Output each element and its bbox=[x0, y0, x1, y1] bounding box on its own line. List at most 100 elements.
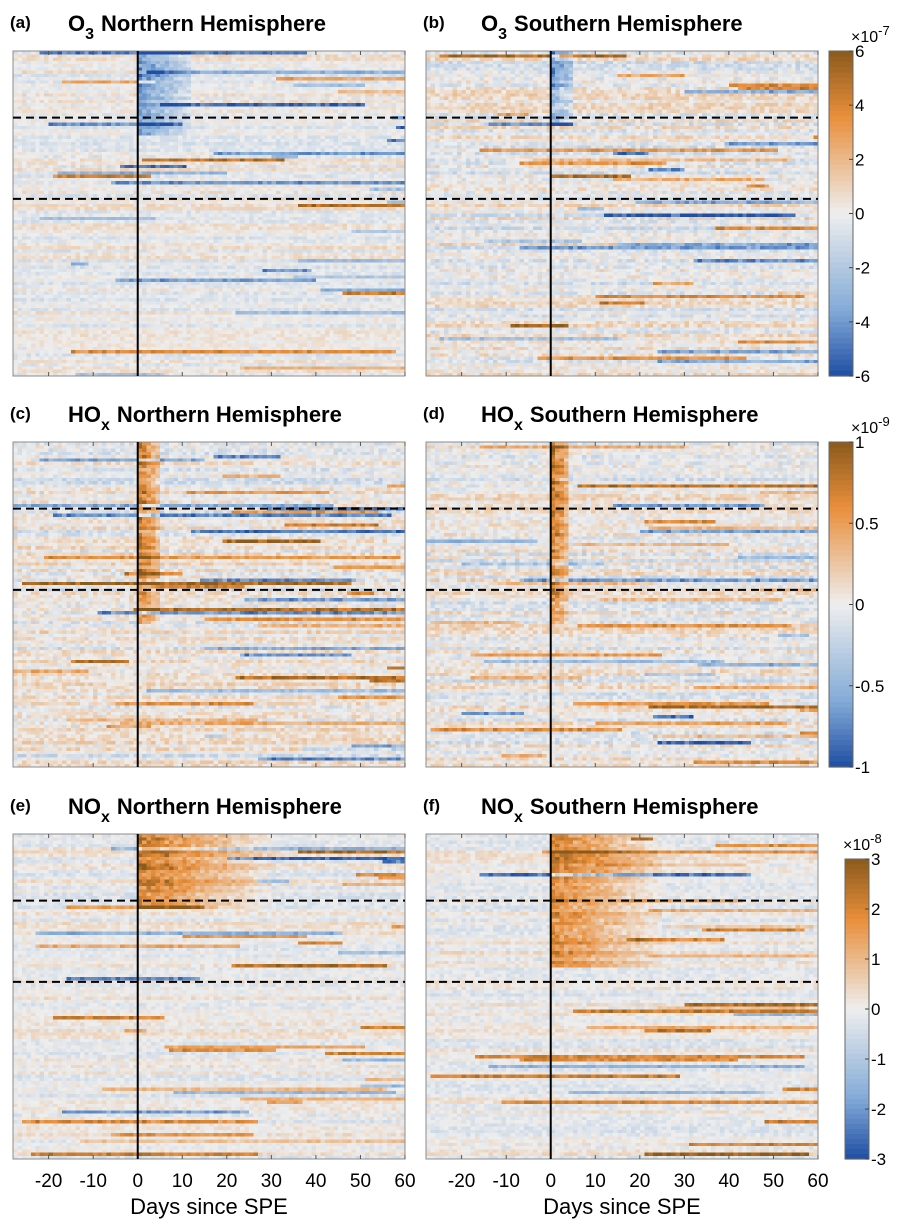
colorbar-swatch bbox=[829, 615, 853, 622]
panel-letter: (a) bbox=[10, 13, 31, 32]
colorbar-swatch bbox=[829, 143, 853, 150]
panel-title: NOx Southern Hemisphere bbox=[481, 794, 759, 826]
colorbar-swatch bbox=[845, 1154, 869, 1160]
colorbar-tick-label: -0.5 bbox=[855, 677, 884, 696]
colorbar-swatch bbox=[845, 1079, 869, 1085]
colorbar-swatch bbox=[829, 642, 853, 649]
colorbar-swatch bbox=[829, 458, 853, 465]
colorbar-exponent-base: ×10 bbox=[843, 837, 870, 854]
colorbar-swatch bbox=[829, 761, 853, 768]
panel-title: HOx Northern Hemisphere bbox=[68, 402, 342, 434]
colorbar-swatch bbox=[829, 528, 853, 535]
colorbar-swatch bbox=[845, 864, 869, 870]
colorbar-tick-label: -2 bbox=[855, 259, 870, 278]
colorbar-swatch bbox=[829, 685, 853, 692]
colorbar-swatch bbox=[829, 723, 853, 730]
colorbar-swatch bbox=[845, 939, 869, 945]
colorbar-swatch bbox=[829, 680, 853, 687]
colorbar-swatch bbox=[829, 116, 853, 123]
colorbar-exponent-base: ×10 bbox=[851, 420, 878, 437]
colorbar-swatch bbox=[829, 300, 853, 307]
colorbar-exponent-power: -8 bbox=[870, 831, 882, 846]
colorbar-swatch bbox=[829, 348, 853, 355]
colorbar-swatch bbox=[829, 121, 853, 128]
colorbar-swatch bbox=[829, 56, 853, 63]
colorbar-swatch bbox=[829, 240, 853, 247]
colorbar-swatch bbox=[829, 88, 853, 95]
x-tick-label: 50 bbox=[350, 1171, 371, 1192]
x-tick-label: -20 bbox=[35, 1171, 62, 1192]
x-tick-label: 10 bbox=[172, 1171, 193, 1192]
colorbar-swatch bbox=[829, 289, 853, 296]
colorbar-swatch bbox=[829, 126, 853, 133]
colorbar-swatch bbox=[845, 884, 869, 890]
colorbar-swatch bbox=[829, 626, 853, 633]
colorbar-swatch bbox=[845, 1024, 869, 1030]
colorbar-tick-label: 0 bbox=[871, 1000, 880, 1019]
colorbar-swatch bbox=[829, 229, 853, 236]
colorbar-exponent: ×10-8 bbox=[843, 831, 882, 854]
colorbar-swatch bbox=[829, 78, 853, 85]
colorbar-swatch bbox=[829, 208, 853, 215]
colorbar-swatch bbox=[829, 599, 853, 606]
colorbar-swatch bbox=[845, 984, 869, 990]
x-tick-label: 50 bbox=[763, 1171, 784, 1192]
plot-frame bbox=[425, 441, 819, 768]
colorbar-swatch bbox=[829, 72, 853, 79]
colorbar-tick-label: 0 bbox=[855, 596, 864, 615]
colorbar-swatch bbox=[845, 909, 869, 915]
colorbar-swatch bbox=[829, 316, 853, 323]
colorbar-swatch bbox=[829, 61, 853, 68]
colorbar-swatch bbox=[829, 105, 853, 112]
colorbar-swatch bbox=[829, 664, 853, 671]
colorbar-swatch bbox=[829, 262, 853, 269]
colorbar-swatch bbox=[845, 1014, 869, 1020]
title-species-subscript: 3 bbox=[85, 26, 94, 43]
colorbar-swatch bbox=[845, 914, 869, 920]
colorbar-swatch bbox=[845, 1094, 869, 1100]
colorbar-swatch bbox=[829, 191, 853, 198]
colorbar-swatch bbox=[829, 267, 853, 274]
plot-frame bbox=[425, 833, 819, 1160]
colorbar-swatch bbox=[845, 1019, 869, 1025]
colorbar-swatch bbox=[845, 899, 869, 905]
colorbar-swatch bbox=[829, 148, 853, 155]
colorbar-swatch bbox=[829, 354, 853, 361]
colorbar-exponent-power: -7 bbox=[878, 23, 890, 38]
panel-title: HOx Southern Hemisphere bbox=[481, 402, 759, 434]
colorbar-swatch bbox=[829, 669, 853, 676]
panel-letter: (f) bbox=[423, 796, 440, 815]
colorbar-tick-label: 6 bbox=[855, 42, 864, 61]
colorbar-exponent: ×10-9 bbox=[851, 414, 890, 437]
colorbar-swatch bbox=[829, 175, 853, 182]
colorbar-swatch bbox=[829, 137, 853, 144]
colorbar-swatch bbox=[845, 964, 869, 970]
colorbar-swatch bbox=[829, 332, 853, 339]
colorbar-swatch bbox=[845, 994, 869, 1000]
colorbar-swatch bbox=[829, 729, 853, 736]
title-species: O bbox=[68, 11, 85, 36]
x-tick-label: 40 bbox=[305, 1171, 326, 1192]
colorbar-swatch bbox=[829, 218, 853, 225]
colorbar-swatch bbox=[845, 1049, 869, 1055]
colorbar-swatch bbox=[845, 969, 869, 975]
colorbar-swatch bbox=[845, 979, 869, 985]
colorbar-swatch bbox=[829, 110, 853, 117]
title-rest: Northern Hemisphere bbox=[117, 402, 342, 427]
panel-title: NOx Northern Hemisphere bbox=[68, 794, 342, 826]
colorbar-swatch bbox=[829, 67, 853, 74]
colorbar-swatch bbox=[845, 944, 869, 950]
colorbar-swatch bbox=[845, 904, 869, 910]
colorbar-swatch bbox=[845, 894, 869, 900]
title-species: O bbox=[481, 11, 498, 36]
colorbar-swatch bbox=[829, 186, 853, 193]
heatmap-image bbox=[426, 442, 818, 767]
colorbar-2: 1 0.5 0 -0.5 -1 ×10-9 bbox=[828, 414, 890, 777]
x-tick-label: 10 bbox=[585, 1171, 606, 1192]
colorbar-swatch bbox=[845, 934, 869, 940]
title-rest: Northern Hemisphere bbox=[117, 794, 342, 819]
title-species: HO bbox=[481, 402, 514, 427]
colorbar-swatch bbox=[829, 604, 853, 611]
title-rest: Southern Hemisphere bbox=[530, 402, 759, 427]
colorbar-swatch bbox=[829, 442, 853, 449]
